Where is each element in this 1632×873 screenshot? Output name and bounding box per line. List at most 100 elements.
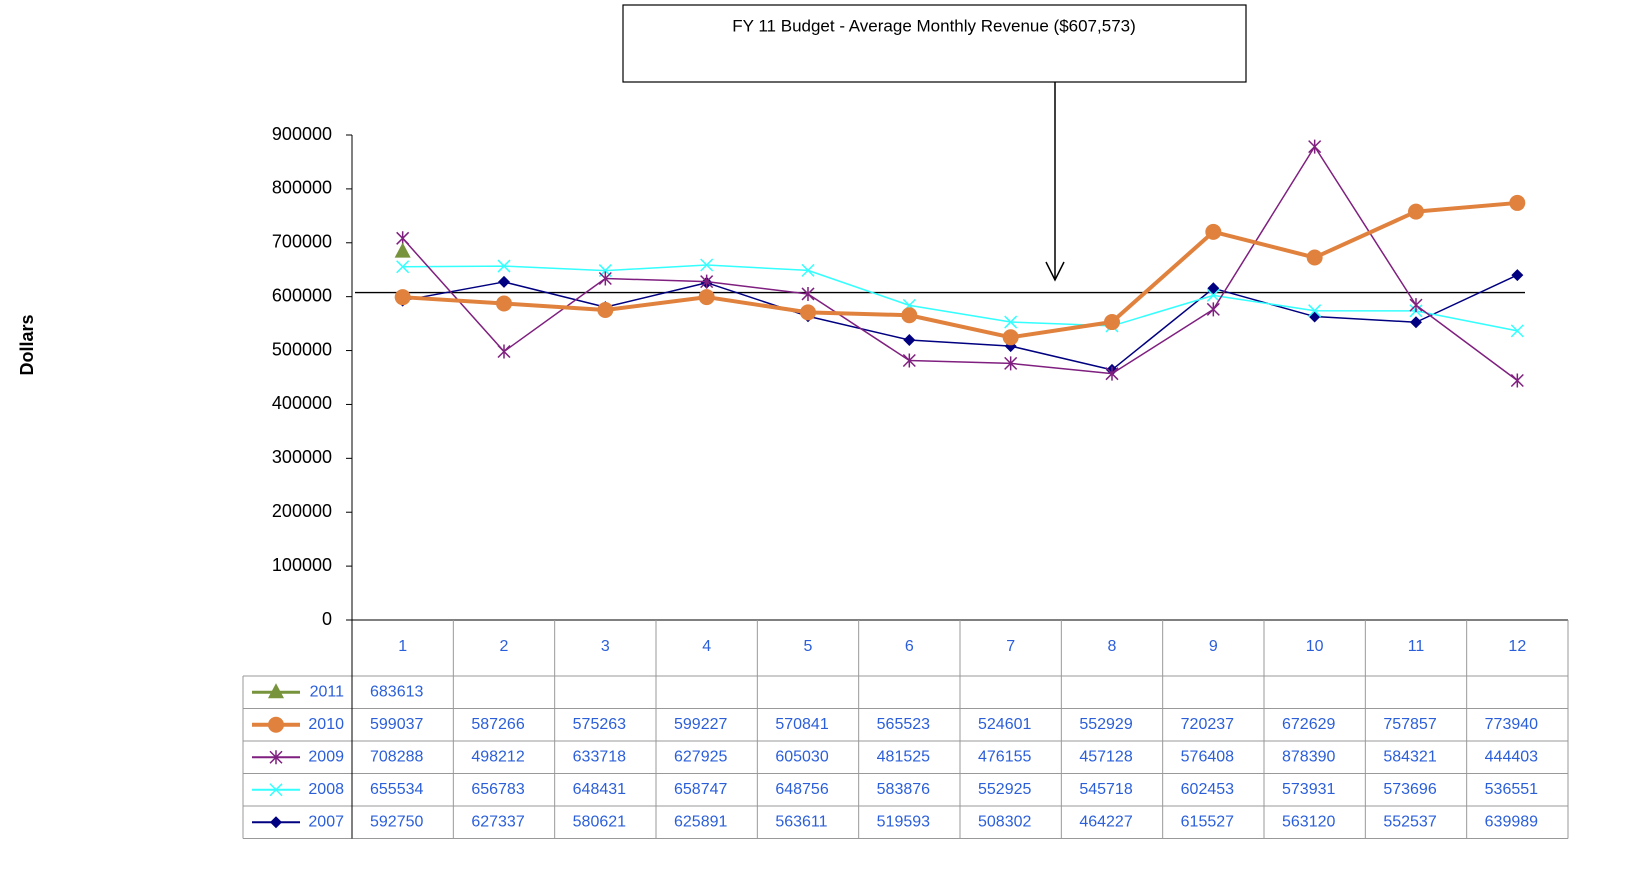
x-tick-label: 7 — [1006, 638, 1015, 655]
y-tick-label: 700000 — [272, 232, 332, 252]
marker — [1205, 223, 1222, 240]
table-value: 587266 — [471, 716, 524, 733]
annotation: FY 11 Budget - Average Monthly Revenue (… — [732, 16, 1136, 35]
legend-label: 2011 — [310, 683, 345, 700]
y-tick-label: 400000 — [272, 393, 332, 413]
table-value: 599037 — [370, 716, 423, 733]
table-value: 552537 — [1383, 813, 1436, 830]
table-value: 563611 — [775, 813, 827, 830]
table-value: 633718 — [573, 748, 626, 765]
table-value: 481525 — [877, 748, 930, 765]
table-value: 552925 — [978, 781, 1031, 798]
marker — [901, 307, 918, 324]
marker — [903, 333, 916, 346]
marker — [1308, 304, 1322, 318]
marker — [698, 289, 715, 306]
marker — [396, 260, 410, 274]
marker — [498, 275, 510, 288]
table-value: 464227 — [1079, 813, 1132, 830]
marker — [1308, 139, 1322, 154]
series-line — [402, 145, 1518, 382]
marker — [268, 716, 284, 733]
table-value: 524601 — [978, 716, 1031, 733]
table-value: 508302 — [978, 813, 1031, 830]
table-value: 639989 — [1485, 813, 1538, 830]
x-tick-label: 8 — [1108, 638, 1117, 655]
marker — [268, 683, 284, 699]
table-value: 584321 — [1383, 748, 1436, 765]
table-value: 627925 — [674, 748, 727, 765]
marker — [1510, 373, 1524, 388]
x-tick-label: 4 — [702, 638, 711, 655]
table-value: 457128 — [1079, 748, 1132, 765]
marker — [1104, 314, 1120, 331]
table-value: 878390 — [1282, 748, 1335, 765]
series-line — [402, 264, 1518, 332]
series-line — [402, 274, 1518, 371]
series-line — [402, 200, 1518, 340]
table-value: 519593 — [877, 813, 930, 830]
y-tick-label: 100000 — [272, 555, 332, 575]
table-value: 552929 — [1079, 716, 1132, 733]
table-value: 648431 — [573, 781, 626, 798]
table-value: 599227 — [674, 716, 727, 733]
table-value: 545718 — [1079, 781, 1132, 798]
table-value: 575263 — [573, 716, 626, 733]
table-value: 583876 — [877, 781, 930, 798]
legend-label: 2010 — [308, 716, 344, 733]
y-tick-label: 600000 — [272, 285, 332, 305]
marker — [801, 263, 815, 277]
marker — [1509, 194, 1526, 211]
x-tick-label: 9 — [1209, 638, 1218, 655]
table-value: 498212 — [471, 748, 524, 765]
marker — [700, 258, 714, 272]
y-tick-label: 800000 — [272, 178, 332, 198]
table-value: 602453 — [1181, 781, 1234, 798]
table-value: 573931 — [1282, 781, 1335, 798]
arrow-head — [1045, 261, 1065, 282]
x-tick-label: 5 — [804, 638, 813, 655]
table-value: 773940 — [1485, 716, 1538, 733]
table-value: 658747 — [674, 781, 727, 798]
table-value: 605030 — [775, 748, 828, 765]
marker — [1306, 249, 1323, 266]
y-tick-label: 300000 — [272, 447, 332, 467]
table-value: 536551 — [1485, 781, 1538, 798]
x-tick-label: 11 — [1408, 638, 1425, 655]
table-value: 580621 — [573, 813, 626, 830]
legend-label: 2008 — [308, 781, 344, 798]
x-tick-label: 12 — [1508, 638, 1526, 655]
table-value: 625891 — [674, 813, 727, 830]
table-value: 576408 — [1181, 748, 1234, 765]
table-value: 444403 — [1485, 748, 1538, 765]
marker — [801, 286, 815, 301]
table-value: 656783 — [471, 781, 524, 798]
legend-label: 2009 — [308, 748, 344, 765]
marker — [497, 259, 511, 273]
x-tick-label: 1 — [398, 638, 407, 655]
marker — [1206, 302, 1220, 317]
y-axis-label: Dollars — [17, 314, 37, 375]
x-tick-label: 10 — [1306, 638, 1324, 655]
marker — [1105, 366, 1119, 381]
marker — [1409, 298, 1423, 313]
table-value: 565523 — [877, 716, 930, 733]
marker — [597, 301, 614, 318]
marker — [1410, 316, 1422, 329]
table-value: 573696 — [1383, 781, 1436, 798]
marker — [394, 242, 411, 258]
marker — [1408, 203, 1424, 220]
table-value: 708288 — [370, 748, 423, 765]
table-value: 627337 — [471, 813, 524, 830]
y-tick-label: 900000 — [272, 124, 332, 144]
marker — [1206, 288, 1220, 302]
marker — [1002, 329, 1019, 346]
x-tick-label: 6 — [905, 638, 914, 655]
table-value: 672629 — [1282, 716, 1335, 733]
marker — [1004, 356, 1018, 371]
x-tick-label: 2 — [500, 638, 509, 655]
marker — [1510, 324, 1524, 338]
marker — [800, 304, 816, 321]
marker — [270, 816, 282, 829]
